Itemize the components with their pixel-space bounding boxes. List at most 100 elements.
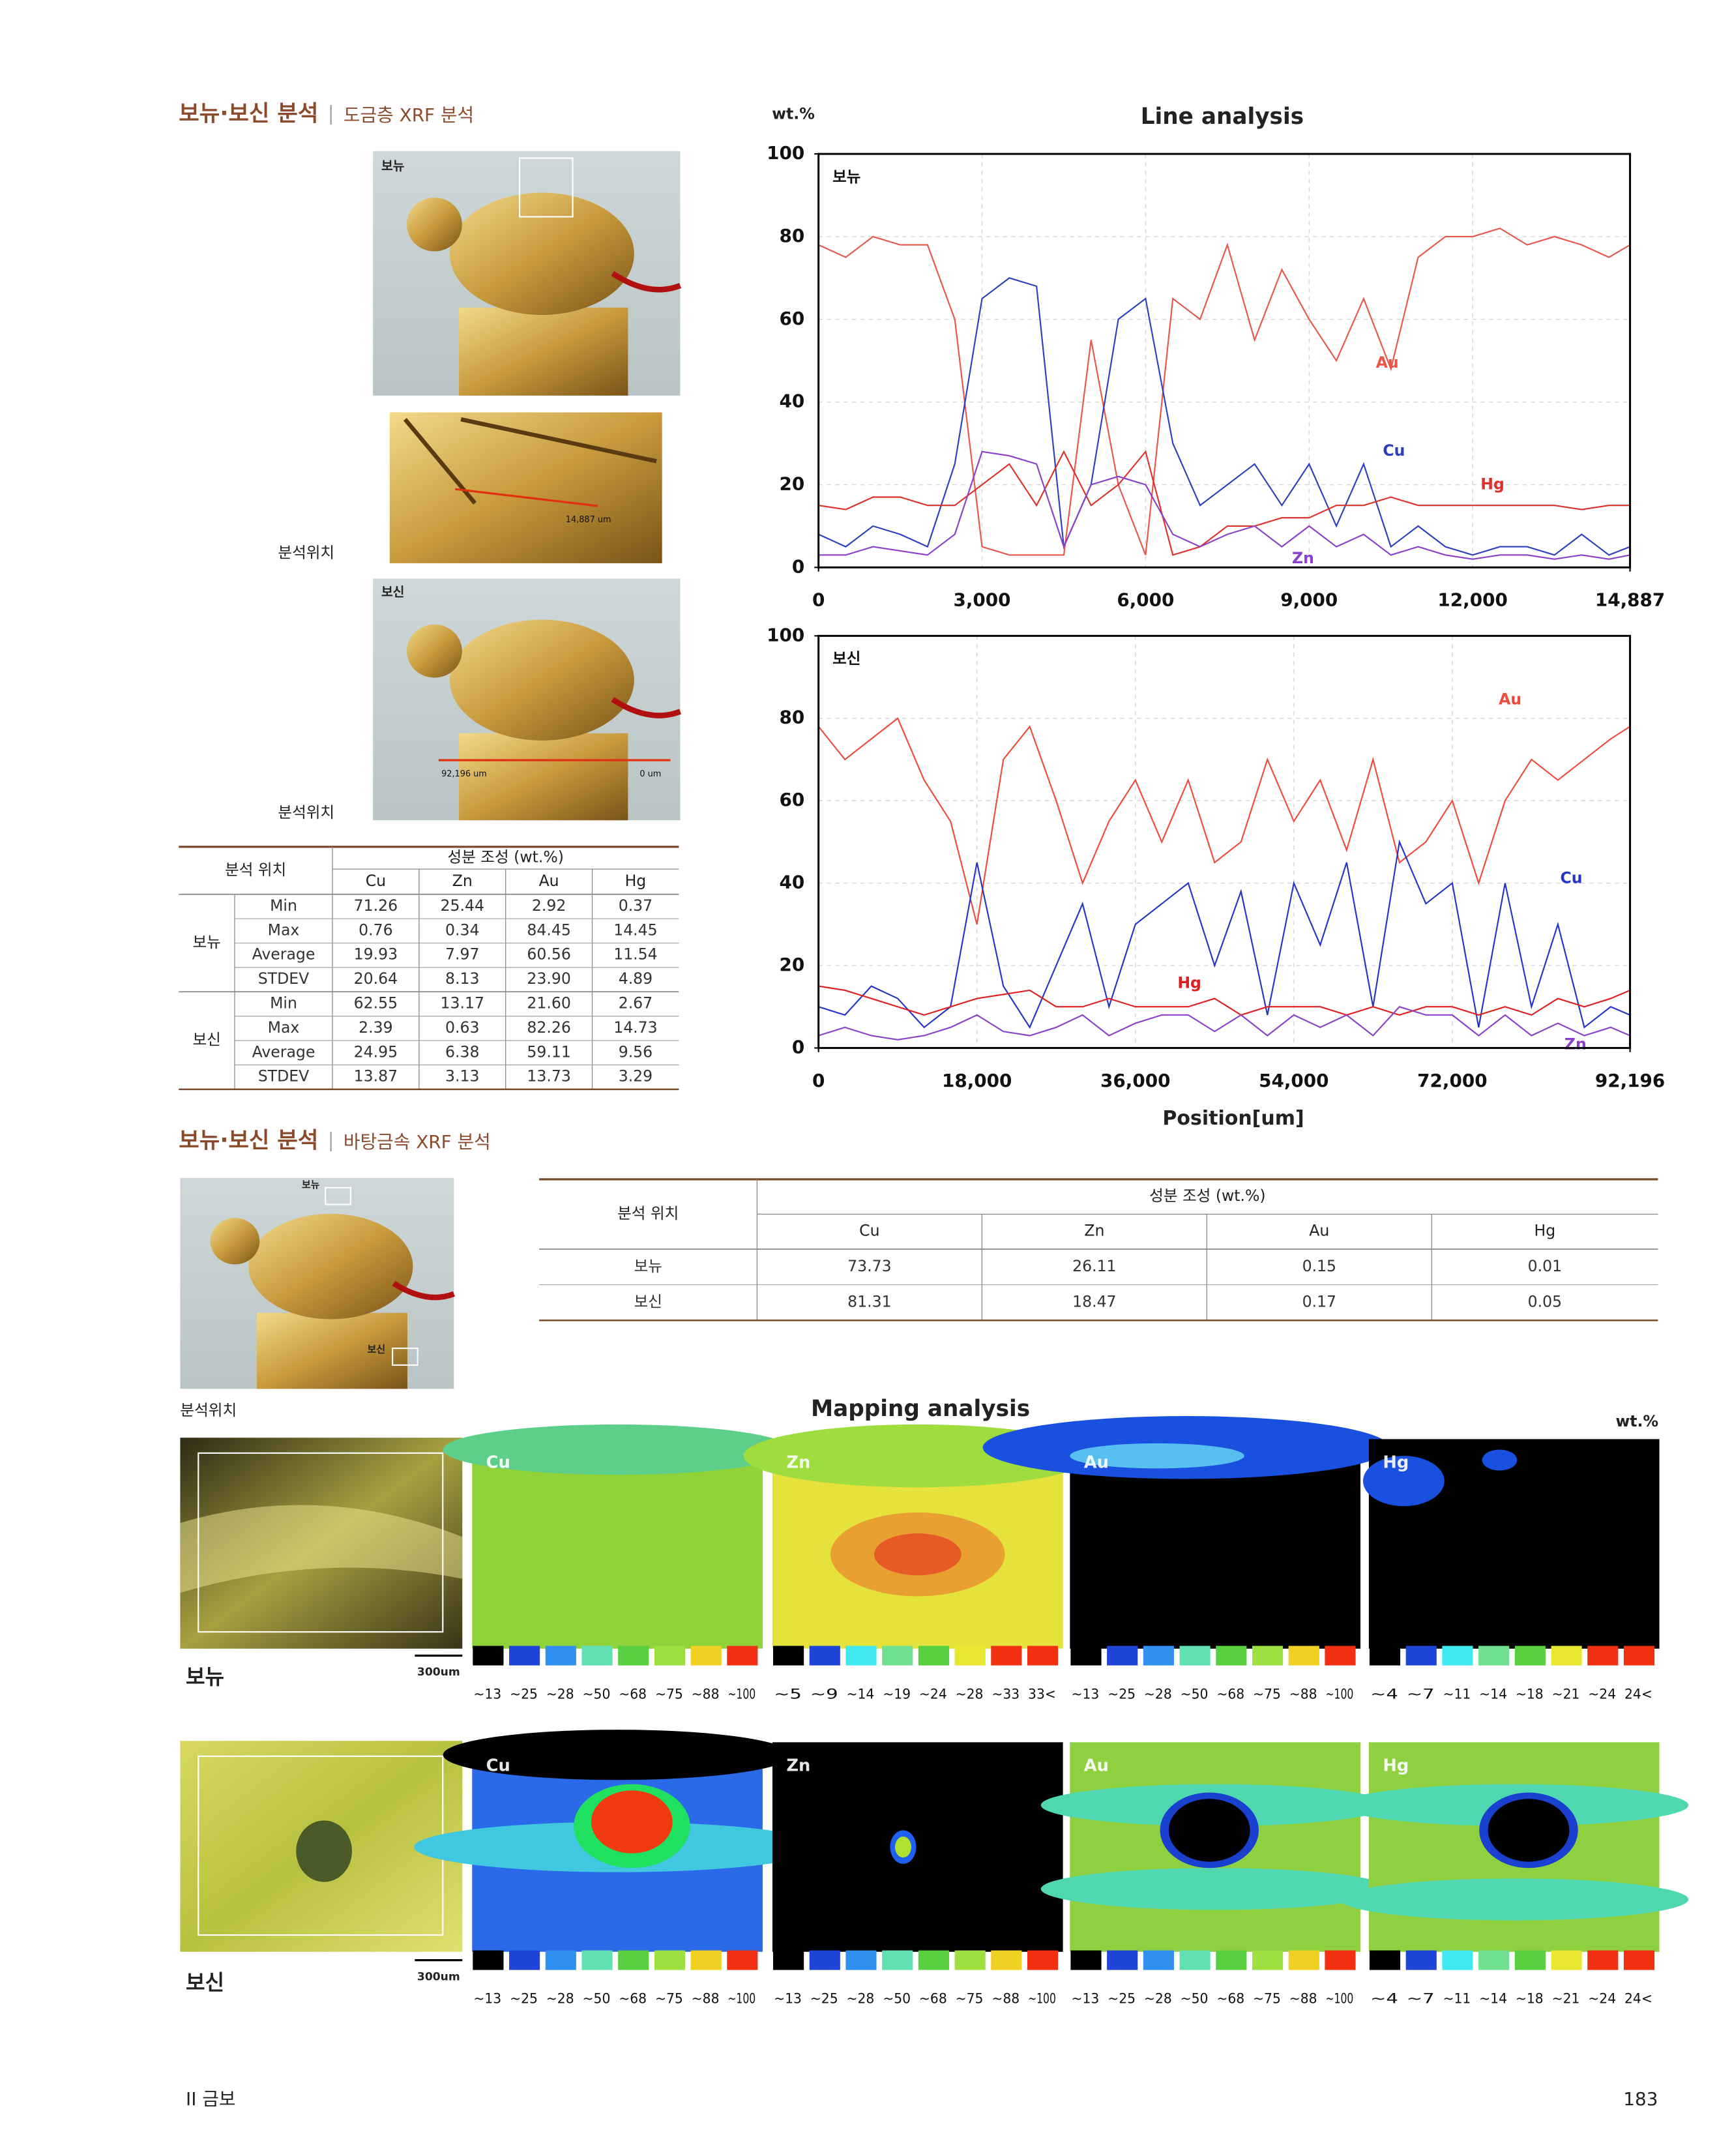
chart-title: Line analysis: [1141, 104, 1304, 130]
plot-frame: [817, 634, 1632, 1049]
analysis-box: [392, 1348, 418, 1366]
photo-caption: 분석위치: [278, 803, 334, 821]
legend-label: ~25: [810, 1991, 838, 2007]
legend-label: ~13: [1071, 1991, 1099, 2007]
legend-swatch: [1514, 1646, 1546, 1666]
axis-unit: wt.%: [772, 105, 815, 123]
legend-swatch: [773, 1950, 804, 1970]
legend-label: ~21: [1552, 1991, 1580, 2007]
table-cell: 3.29: [619, 1067, 653, 1085]
data-line: [818, 839, 1630, 1029]
legend-swatch: [545, 1950, 576, 1970]
legend-swatch: [654, 1646, 686, 1666]
legend-label: ~14: [1479, 1687, 1507, 1703]
table-header: Au: [1309, 1222, 1329, 1240]
legend-label: ~11: [1443, 1991, 1471, 2007]
map-region: [1362, 1456, 1445, 1507]
table-header: Au: [539, 872, 559, 890]
closeup-groove: [460, 417, 657, 464]
table-cell: 보뉴: [634, 1257, 662, 1275]
legend-label: ~100: [727, 1991, 756, 2007]
x-tick-label: 54,000: [1259, 1070, 1328, 1091]
table-cell: 13.87: [354, 1067, 398, 1085]
legend-label: ~18: [1516, 1687, 1544, 1703]
analysis-box: [519, 157, 574, 218]
legend-swatch: [1027, 1950, 1059, 1970]
y-tick-label: 20: [779, 954, 804, 975]
legend-swatch: [473, 1646, 504, 1666]
legend-label: ~28: [956, 1687, 984, 1703]
table-cell: 84.45: [527, 921, 570, 939]
legend-swatch: [509, 1950, 540, 1970]
map-element-label: Zn: [786, 1756, 810, 1775]
legend-swatch: [1325, 1646, 1356, 1666]
photo-cable: [392, 1280, 455, 1301]
map-element-label: Zn: [786, 1453, 810, 1472]
legend-label: ~100: [727, 1687, 756, 1703]
table-cell: 82.26: [527, 1018, 570, 1037]
page-number: 183: [1623, 2088, 1658, 2110]
photo-head: [406, 624, 462, 678]
legend-swatch: [845, 1950, 877, 1970]
table-header: Hg: [1534, 1222, 1556, 1240]
series-label: Hg: [1177, 973, 1201, 992]
y-tick-label: 20: [779, 473, 804, 494]
legend-label: ~68: [619, 1687, 647, 1703]
legend-label: ~25: [510, 1991, 538, 2007]
table-cell: 26.11: [1072, 1257, 1116, 1275]
data-line: [818, 228, 1631, 556]
photo-cable: [611, 697, 682, 718]
x-tick-label: 3,000: [953, 589, 1010, 611]
table-cell: 23.90: [527, 969, 570, 988]
table-cell: 14.73: [613, 1018, 657, 1037]
photo-base: [459, 307, 628, 396]
row-label: 보뉴: [186, 1664, 224, 1689]
scale-label: 300um: [417, 1970, 460, 1983]
legend-label: ~24: [919, 1687, 947, 1703]
table-header: Cu: [366, 872, 386, 890]
table-cell: 0.01: [1528, 1257, 1562, 1275]
table-cell: 9.56: [619, 1042, 653, 1061]
legend-label: ~11: [1443, 1687, 1471, 1703]
legend-swatch: [618, 1646, 649, 1666]
data-line: [818, 450, 1630, 556]
photo-label: 보뉴: [381, 158, 405, 173]
series-label: Hg: [1480, 475, 1504, 493]
legend-label: ~28: [546, 1991, 574, 2007]
series-label: Zn: [1292, 549, 1314, 567]
table-header: 분석 위치: [617, 1204, 679, 1222]
photo-shell: [449, 619, 634, 741]
chart-title: Mapping analysis: [811, 1396, 1030, 1422]
row-label: 보신: [186, 1970, 224, 1995]
map-region: [895, 1837, 911, 1858]
section-subtitle: 도금층 XRF 분석: [344, 104, 474, 126]
table-header: 성분 조성 (wt.%): [447, 848, 563, 866]
legend-label: 24<: [1624, 1687, 1652, 1703]
table-cell: Min: [270, 896, 297, 915]
legend-swatch: [1442, 1950, 1473, 1970]
legend-swatch: [1107, 1646, 1138, 1666]
legend-label: ~25: [1108, 1991, 1136, 2007]
legend-swatch: [618, 1950, 649, 1970]
table-cell: 71.26: [354, 896, 398, 915]
map-region: [1488, 1799, 1570, 1862]
legend-swatch: [991, 1950, 1022, 1970]
map-region: [591, 1790, 673, 1853]
legend-swatch: [1405, 1646, 1437, 1666]
map-region: [1040, 1868, 1390, 1910]
map-element-label: Cu: [486, 1453, 510, 1472]
table-cell: 14.45: [613, 921, 657, 939]
micrograph-spot: [296, 1820, 352, 1882]
legend-label: ~100: [1325, 1991, 1353, 2007]
y-tick-label: 60: [779, 308, 804, 329]
legend-label: ~68: [919, 1991, 947, 2007]
table-cell: Average: [252, 1042, 316, 1061]
table-header: 성분 조성 (wt.%): [1149, 1187, 1265, 1205]
legend-swatch: [1623, 1646, 1655, 1666]
table-cell: 19.93: [354, 945, 398, 964]
table-cell: 2.67: [619, 994, 653, 1012]
legend-label: ~25: [510, 1687, 538, 1703]
legend-label: ~28: [847, 1991, 875, 2007]
legend-swatch: [1070, 1646, 1102, 1666]
